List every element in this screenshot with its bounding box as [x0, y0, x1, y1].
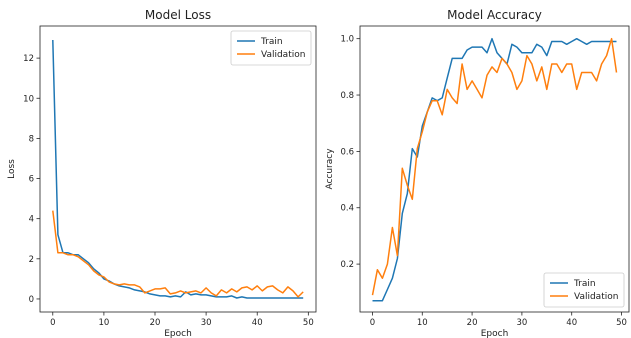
loss-y-tick-label: 12 [23, 54, 34, 64]
accuracy-y-tick-label: 0.8 [340, 91, 354, 101]
accuracy-validation-line [371, 37, 618, 296]
loss-legend: Train Validation [230, 30, 312, 66]
accuracy-legend-box [543, 272, 625, 308]
loss-x-tick-label: 30 [201, 318, 212, 328]
accuracy-y-tick-label: 0.6 [340, 147, 354, 157]
accuracy-x-tick-label: 40 [566, 318, 577, 328]
loss-y-tick-label: 0 [29, 295, 34, 305]
accuracy-y-axis-label: Accuracy [325, 148, 335, 190]
accuracy-x-tick-label: 50 [616, 318, 627, 328]
loss-y-tick-label: 8 [29, 134, 34, 144]
accuracy-y-tick-label: 0.2 [340, 260, 354, 270]
accuracy-legend: Train Validation [543, 272, 625, 308]
accuracy-x-axis-label: Epoch [481, 329, 509, 338]
loss-x-axis-label: Epoch [164, 329, 192, 338]
loss-chart: Model Loss 0 10 20 30 40 50 0 2 4 6 8 10 12 Epoch Loss T… [7, 8, 317, 338]
loss-y-tick-label: 10 [23, 94, 34, 104]
loss-y-tick-label: 2 [29, 255, 34, 265]
accuracy-train-line [372, 37, 617, 302]
accuracy-legend-label-validation: Validation [574, 292, 618, 302]
loss-validation-line [52, 210, 304, 298]
loss-train-line [52, 39, 304, 299]
loss-y-tick-label: 4 [29, 215, 34, 225]
loss-y-tick-label: 6 [29, 175, 34, 185]
loss-x-tick-label: 40 [252, 318, 263, 328]
accuracy-chart: Model Accuracy 0 10 20 30 40 50 0.2 0.4 0.6 0.8 1.0… [325, 8, 630, 338]
loss-x-tick-label: 20 [150, 318, 161, 328]
accuracy-legend-label-train: Train [573, 279, 596, 289]
accuracy-x-tick-label: 0 [370, 318, 375, 328]
loss-plot-frame [39, 25, 317, 313]
accuracy-plot-frame [359, 25, 630, 313]
accuracy-x-tick-label: 10 [417, 318, 428, 328]
loss-legend-label-validation: Validation [261, 50, 305, 60]
loss-chart-title: Model Loss [145, 8, 211, 22]
accuracy-x-tick-label: 20 [467, 318, 478, 328]
loss-y-axis-label: Loss [7, 159, 17, 179]
loss-x-tick-label: 10 [98, 318, 109, 328]
loss-legend-box [230, 30, 312, 66]
loss-x-tick-label: 50 [303, 318, 314, 328]
loss-x-tick-label: 0 [50, 318, 55, 328]
loss-legend-label-train: Train [260, 37, 283, 47]
accuracy-y-tick-label: 0.4 [340, 204, 354, 214]
accuracy-chart-title: Model Accuracy [447, 8, 542, 22]
accuracy-y-tick-label: 1.0 [340, 35, 354, 45]
accuracy-x-tick-label: 30 [516, 318, 527, 328]
